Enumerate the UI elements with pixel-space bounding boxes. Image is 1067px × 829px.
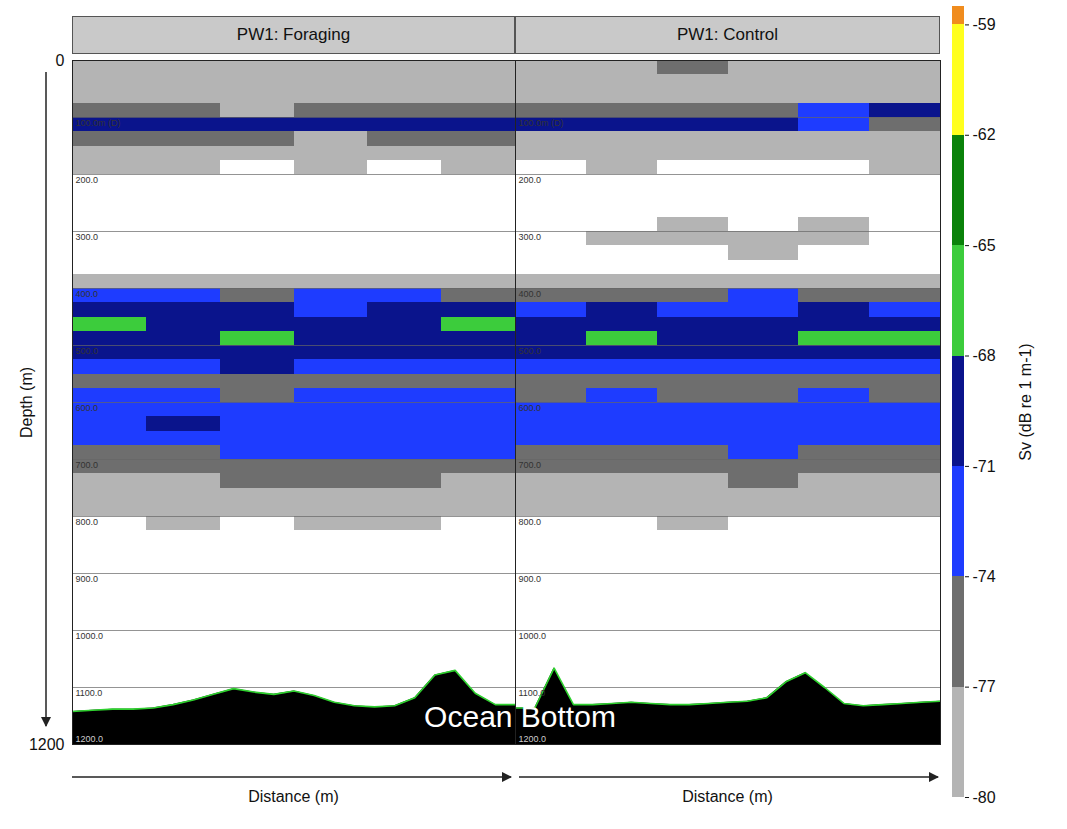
svg-text:500.0: 500.0: [76, 346, 99, 356]
svg-text:1200.0: 1200.0: [519, 734, 547, 744]
svg-text:-68: -68: [973, 347, 996, 364]
svg-text:-74: -74: [973, 568, 996, 585]
svg-text:300.0: 300.0: [519, 232, 542, 242]
svg-text:100.0m (D): 100.0m (D): [519, 118, 564, 128]
svg-text:1200: 1200: [29, 736, 65, 753]
svg-text:Sv (dB re 1 m-1): Sv (dB re 1 m-1): [1017, 343, 1034, 460]
svg-text:0: 0: [56, 52, 65, 69]
svg-text:1000.0: 1000.0: [519, 631, 547, 641]
svg-text:-77: -77: [973, 678, 996, 695]
svg-text:1200.0: 1200.0: [76, 734, 104, 744]
svg-text:Depth (m): Depth (m): [18, 367, 35, 438]
svg-text:100.0m (D): 100.0m (D): [76, 118, 121, 128]
svg-text:900.0: 900.0: [519, 574, 542, 584]
svg-text:-59: -59: [973, 16, 996, 33]
svg-text:1100.0: 1100.0: [76, 688, 103, 698]
svg-text:400.0: 400.0: [519, 289, 542, 299]
svg-text:800.0: 800.0: [76, 517, 99, 527]
svg-text:700.0: 700.0: [76, 460, 99, 470]
svg-text:400.0: 400.0: [76, 289, 99, 299]
svg-text:200.0: 200.0: [519, 175, 542, 185]
svg-text:200.0: 200.0: [76, 175, 99, 185]
svg-text:1100.0: 1100.0: [519, 688, 546, 698]
svg-text:600.0: 600.0: [519, 403, 542, 413]
svg-text:900.0: 900.0: [76, 574, 99, 584]
svg-text:600.0: 600.0: [76, 403, 99, 413]
svg-text:-62: -62: [973, 126, 996, 143]
svg-text:-65: -65: [973, 237, 996, 254]
svg-text:300.0: 300.0: [76, 232, 99, 242]
html-text:PW1: Foraging: PW1: Foraging: [236, 25, 351, 44]
html-text:Distance (m): Distance (m): [248, 788, 339, 805]
svg-text:800.0: 800.0: [519, 517, 542, 527]
html-text:Ocean Bottom: Ocean Bottom: [424, 700, 616, 733]
svg-text:500.0: 500.0: [519, 346, 542, 356]
svg-text:-71: -71: [973, 458, 996, 475]
svg-text:700.0: 700.0: [519, 460, 542, 470]
svg-text:-80: -80: [973, 789, 996, 806]
html-text:Distance (m): Distance (m): [682, 788, 773, 805]
svg-text:1000.0: 1000.0: [76, 631, 104, 641]
html-text:PW1: Control: PW1: Control: [677, 25, 778, 44]
